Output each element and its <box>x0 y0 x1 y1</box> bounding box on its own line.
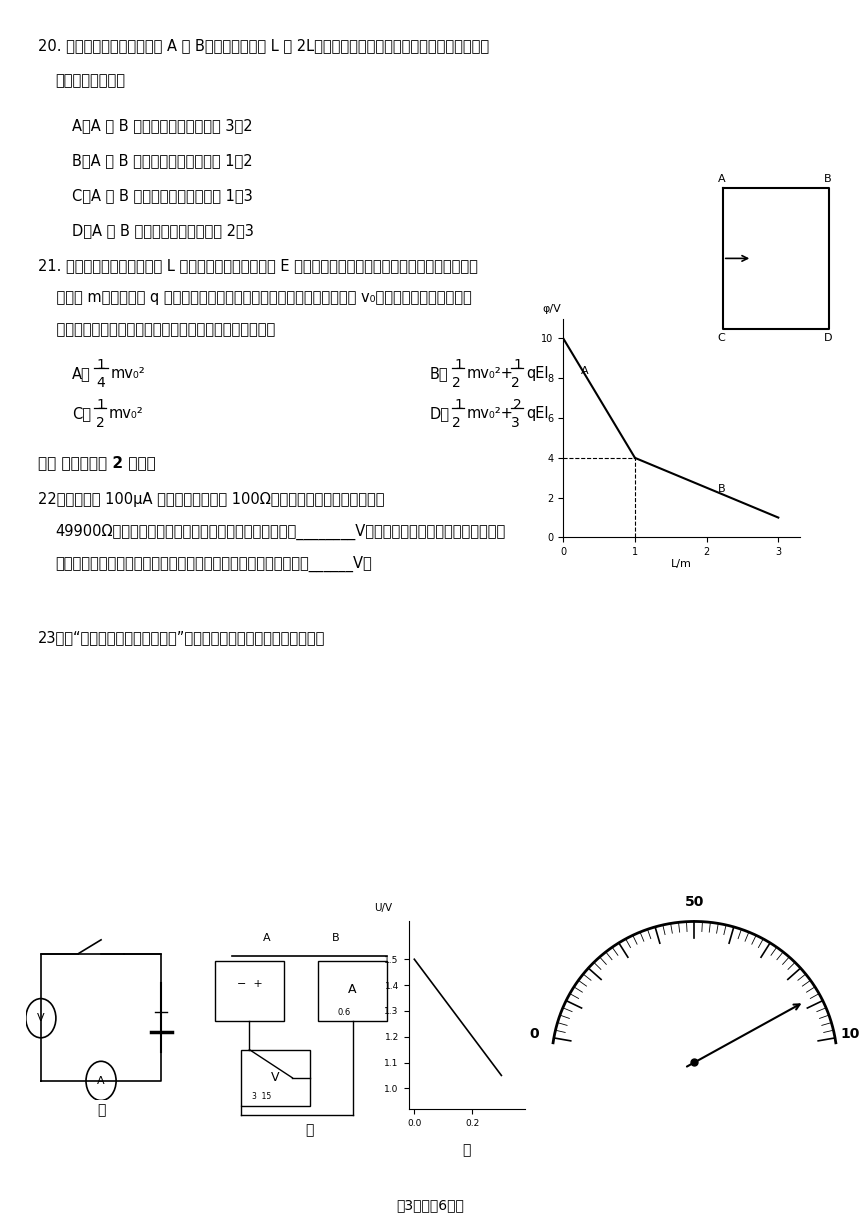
Text: 下列说法正确的是: 下列说法正确的是 <box>55 73 125 88</box>
Text: 质量为 m、带电量为 q 的小球由某一边的中点，以垂直于该边的水平初速 v₀进入该正方形区域．当小: 质量为 m、带电量为 q 的小球由某一边的中点，以垂直于该边的水平初速 v₀进入… <box>38 289 472 305</box>
Text: 0.6: 0.6 <box>337 1008 351 1017</box>
Text: 2: 2 <box>452 416 461 430</box>
Text: B．: B． <box>430 366 449 381</box>
Text: B: B <box>824 174 832 184</box>
Text: −  +: − + <box>237 979 262 989</box>
Text: 三． 实验题（共 2 小题）: 三． 实验题（共 2 小题） <box>38 455 156 471</box>
Y-axis label: φ/V: φ/V <box>542 304 561 314</box>
Text: 1: 1 <box>454 358 463 372</box>
Text: 21. 光滑水平面上有一边长为 L 的正方形区域处在场强为 E 的匀强电场中，电场方向与正方形一边平行．一: 21. 光滑水平面上有一边长为 L 的正方形区域处在场强为 E 的匀强电场中，电… <box>38 258 478 274</box>
Text: C．A 和 B 导线的横截面积之比为 1：3: C．A 和 B 导线的横截面积之比为 1：3 <box>72 188 253 203</box>
Text: V: V <box>271 1071 280 1085</box>
Text: 第3页（兲6页）: 第3页（兲6页） <box>396 1198 464 1212</box>
Text: mv₀²: mv₀² <box>111 366 145 381</box>
Text: 甲: 甲 <box>97 1103 105 1118</box>
Text: 1: 1 <box>513 358 522 372</box>
Text: 丙: 丙 <box>463 1143 470 1158</box>
Text: A: A <box>717 174 725 184</box>
Text: C: C <box>717 333 725 343</box>
Text: B: B <box>717 484 725 494</box>
Text: A: A <box>581 366 589 376</box>
Text: A: A <box>97 1076 105 1086</box>
Text: 1: 1 <box>96 398 105 412</box>
Text: qEl: qEl <box>526 366 549 381</box>
Text: 2: 2 <box>452 376 461 390</box>
Text: V: V <box>37 1013 45 1023</box>
Text: B．A 和 B 导线两端的电压之比为 1：2: B．A 和 B 导线两端的电压之比为 1：2 <box>72 153 253 168</box>
Text: mv₀²+: mv₀²+ <box>467 366 514 381</box>
Text: A: A <box>348 983 357 996</box>
Text: 1: 1 <box>96 358 105 372</box>
Text: D．A 和 B 导线的横截面积之比为 2：3: D．A 和 B 导线的横截面积之比为 2：3 <box>72 223 254 238</box>
Text: D．: D． <box>430 406 450 421</box>
Text: 2: 2 <box>513 398 522 412</box>
Text: C．: C． <box>72 406 91 421</box>
Text: A．: A． <box>72 366 91 381</box>
Text: 标上新的刻度，表盘指针位置如图所示，此时电压表的读数大小为______V。: 标上新的刻度，表盘指针位置如图所示，此时电压表的读数大小为______V。 <box>55 556 372 573</box>
Text: A: A <box>263 933 270 942</box>
Text: 50: 50 <box>685 895 704 908</box>
Text: 20. 两根材料相同的均匀导线 A 和 B，其长度分别为 L 和 2L，串联在电路中时，其电势的变化如图所示，: 20. 两根材料相同的均匀导线 A 和 B，其长度分别为 L 和 2L，串联在电… <box>38 38 489 54</box>
Text: qEl: qEl <box>526 406 549 421</box>
Text: D: D <box>824 333 832 343</box>
Text: mv₀²: mv₀² <box>109 406 144 421</box>
X-axis label: L/m: L/m <box>671 558 692 569</box>
Y-axis label: U/V: U/V <box>374 903 392 913</box>
Text: 100: 100 <box>840 1028 860 1041</box>
Text: mv₀²+: mv₀²+ <box>467 406 514 421</box>
Text: 0: 0 <box>530 1028 539 1041</box>
Text: 乙: 乙 <box>305 1124 314 1137</box>
Text: 2: 2 <box>96 416 105 430</box>
Bar <box>241 1049 310 1107</box>
Text: 49900Ω的电际将它改装成电压表，则该电压表的量程是________V．改装后用它来测量电压时，发现未: 49900Ω的电际将它改装成电压表，则该电压表的量程是________V．改装后… <box>55 524 506 540</box>
Text: 23．在“测定电源的电动势和内际”的实验中，已连接好部分实验电路。: 23．在“测定电源的电动势和内际”的实验中，已连接好部分实验电路。 <box>38 630 325 644</box>
Text: 2: 2 <box>511 376 519 390</box>
Text: A．A 和 B 导线两端的电压之比为 3：2: A．A 和 B 导线两端的电压之比为 3：2 <box>72 118 253 133</box>
Text: 4: 4 <box>96 376 105 390</box>
Text: 3  15: 3 15 <box>252 1092 271 1102</box>
Text: 球再次运动到该正方形区域的边缘时，具有的动能可能为: 球再次运动到该正方形区域的边缘时，具有的动能可能为 <box>38 322 275 337</box>
Bar <box>215 962 284 1021</box>
Text: 22．一量程为 100μA 的电流表，内际为 100Ω，表盘刻度均匀，现串联一个: 22．一量程为 100μA 的电流表，内际为 100Ω，表盘刻度均匀，现串联一个 <box>38 492 384 507</box>
Text: 3: 3 <box>511 416 519 430</box>
Text: B: B <box>332 933 339 942</box>
Bar <box>318 962 387 1021</box>
Text: 1: 1 <box>454 398 463 412</box>
